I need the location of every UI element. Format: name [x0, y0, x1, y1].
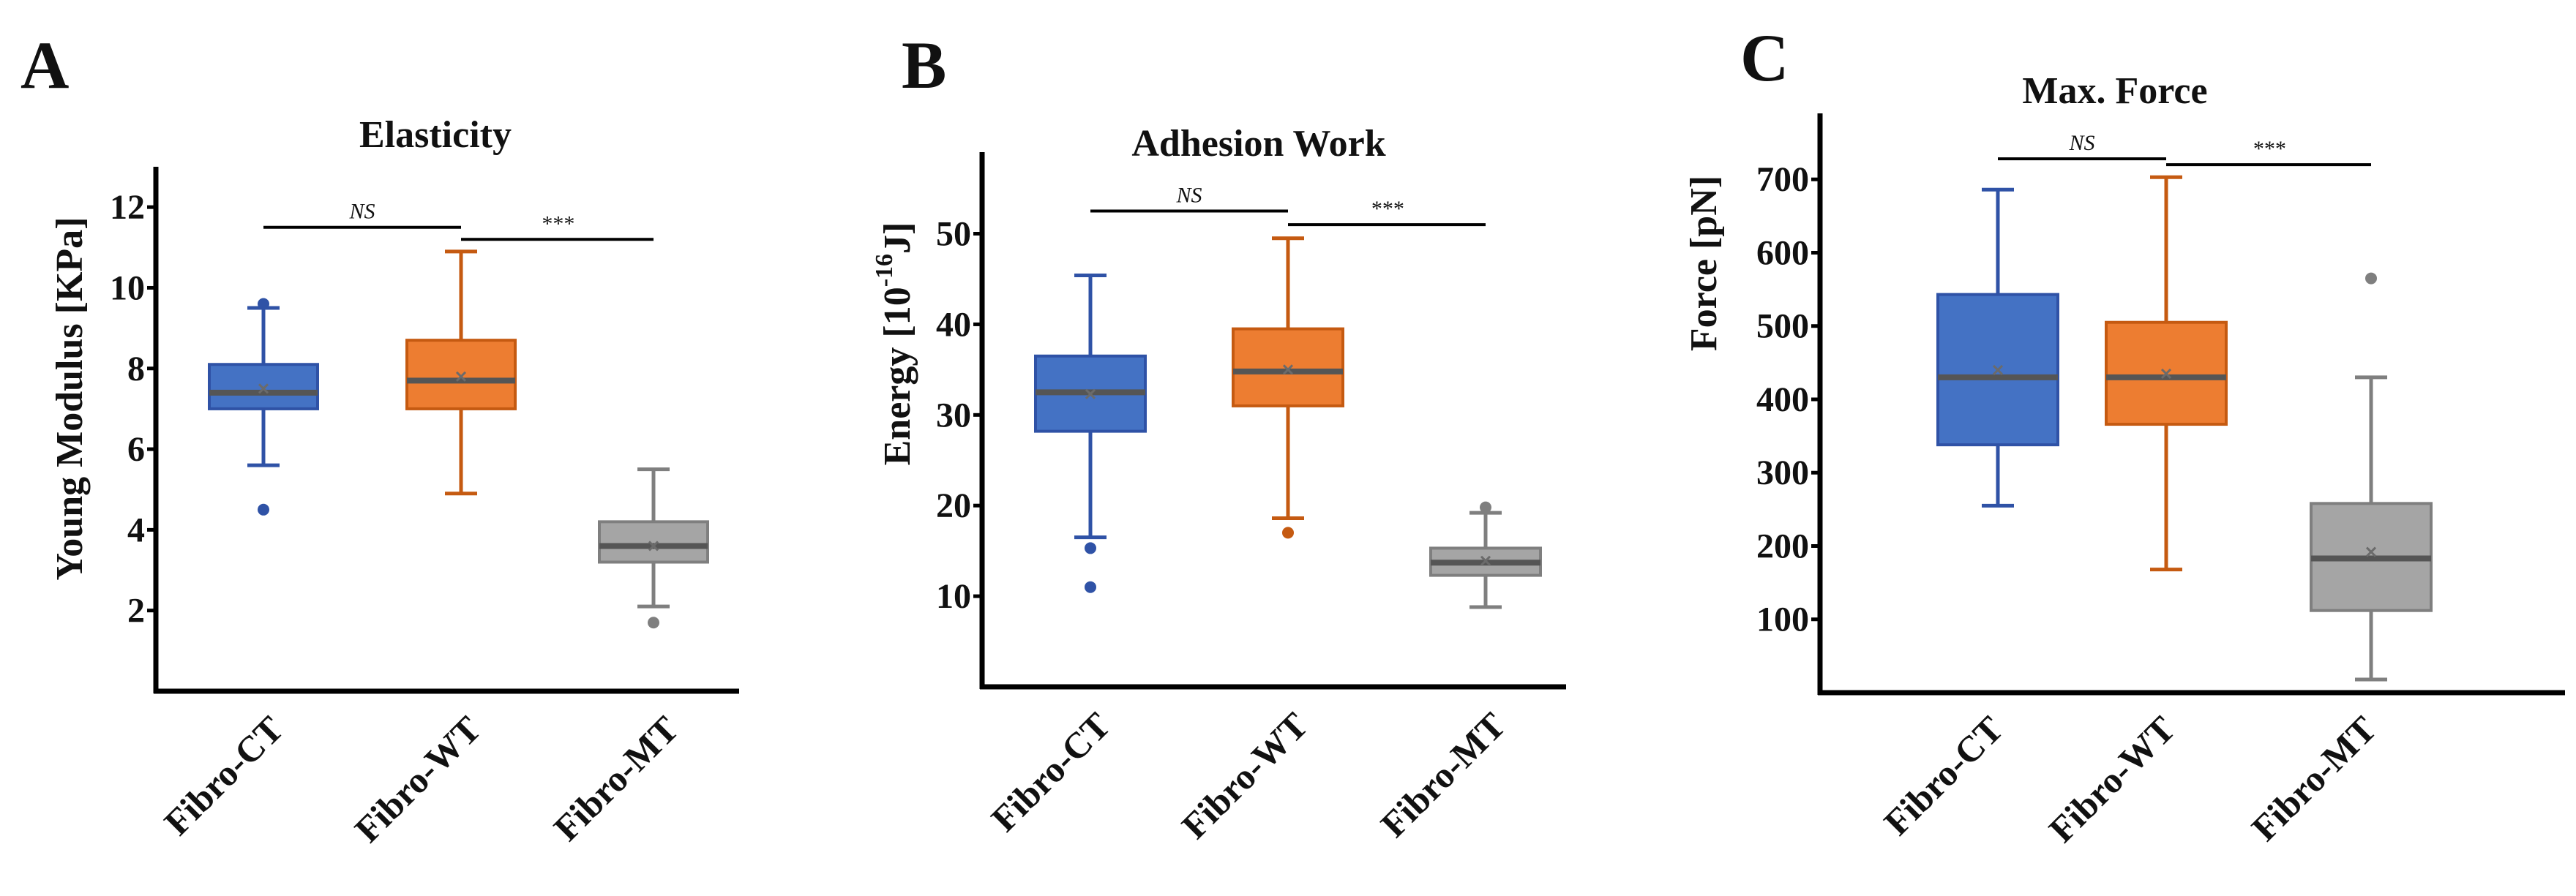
significance-label: NS: [2068, 131, 2094, 155]
mean-marker: [2365, 546, 2377, 557]
y-axis: 100 200 300 400 500 600 700: [1756, 113, 1823, 695]
outlier-point: [1282, 527, 1294, 539]
box-plot-fibro-ct: [1936, 187, 2059, 508]
box-plot-fibro-mt: [1429, 501, 1542, 609]
x-tick-label: Fibro-WT: [347, 708, 489, 850]
y-tick-label: 2: [127, 592, 145, 630]
y-axis: 10 20 30 40 50: [936, 152, 985, 689]
y-axis-label: Young Modulus [KPa]: [49, 217, 91, 581]
box-plot-fibro-mt: [598, 467, 709, 629]
significance-annotations: NS ***: [263, 200, 654, 241]
outlier-point: [2365, 272, 2377, 285]
box-plot-fibro-wt: [2105, 175, 2228, 572]
significance-label: NS: [1175, 184, 1202, 208]
panel-letter: B: [902, 28, 946, 102]
y-axis-label-unit: J]: [877, 222, 918, 254]
box: [208, 363, 319, 410]
y-ticks: 100 200 300 400 500 600 700: [1756, 160, 1820, 639]
outlier-point: [258, 298, 269, 310]
box-plot-fibro-ct: [1034, 274, 1147, 593]
y-tick-label: 50: [936, 215, 971, 254]
significance-annotations: NS ***: [1090, 184, 1486, 227]
significance-label: ***: [2253, 137, 2285, 161]
x-tick-labels: Fibro-CT Fibro-WT Fibro-MT: [156, 708, 686, 850]
mean-marker: [1992, 364, 2004, 375]
outlier-point: [1480, 501, 1491, 513]
mean-marker: [258, 383, 269, 394]
outlier-point: [258, 503, 269, 516]
y-tick-label: 20: [936, 486, 971, 525]
box-plot-fibro-ct: [208, 298, 319, 516]
outlier-point: [648, 617, 659, 629]
box-plot-fibro-wt: [405, 249, 517, 496]
chart-title: Adhesion Work: [1131, 123, 1385, 165]
mean-marker: [648, 541, 659, 551]
box-plot-fibro-wt: [1232, 236, 1344, 539]
x-tick-labels: Fibro-CT Fibro-WT Fibro-MT: [983, 704, 1513, 846]
panel-b: B Adhesion Work Energy [10-16J] 10 20 30 40…: [871, 28, 1566, 846]
y-ticks: 2 4 6 8 10 12: [110, 188, 156, 630]
box-plots: [208, 249, 709, 629]
y-tick-label: 40: [936, 305, 971, 344]
x-tick-label: Fibro-CT: [983, 704, 1117, 839]
y-axis: 2 4 6 8 10 12: [110, 167, 159, 693]
x-tick-label: Fibro-MT: [2244, 708, 2384, 848]
outlier-point: [1085, 542, 1096, 554]
mean-marker: [2160, 368, 2172, 379]
chart-title: Elasticity: [359, 114, 512, 156]
box: [598, 520, 709, 564]
x-tick-label: Fibro-CT: [156, 708, 291, 843]
significance-annotations: NS ***: [1998, 131, 2371, 167]
panel-c: C Max. Force Force [pN] 100 200 300 400 500 6…: [1683, 20, 2565, 850]
y-tick-label: 8: [127, 350, 145, 388]
y-axis-label-exponent: -16: [871, 254, 898, 287]
y-tick-label: 100: [1756, 601, 1809, 639]
y-tick-label: 600: [1756, 233, 1809, 272]
box-plot-fibro-mt: [2310, 272, 2433, 682]
x-tick-label: Fibro-MT: [1373, 704, 1513, 845]
x-tick-label: Fibro-WT: [1174, 704, 1316, 846]
significance-label: NS: [348, 200, 375, 224]
x-tick-label: Fibro-CT: [1876, 708, 2010, 843]
box-plots: [1034, 236, 1542, 609]
y-tick-label: 6: [127, 430, 145, 469]
panel-a: A Elasticity Young Modulus [KPa] 2 4 6 8 10 1…: [20, 28, 739, 850]
x-tick-label: Fibro-MT: [546, 708, 686, 848]
panel-letter: A: [20, 28, 69, 102]
box: [1232, 327, 1344, 407]
y-axis-label-text: Energy [10: [877, 287, 918, 465]
box: [405, 339, 517, 410]
y-tick-label: 4: [127, 511, 145, 549]
mean-marker: [1085, 388, 1096, 399]
outlier-point: [1085, 581, 1096, 593]
box-plots: [1936, 175, 2433, 682]
y-tick-label: 200: [1756, 527, 1809, 565]
y-ticks: 10 20 30 40 50: [936, 215, 982, 616]
y-tick-label: 700: [1756, 160, 1809, 199]
y-tick-label: 400: [1756, 380, 1809, 419]
x-tick-label: Fibro-WT: [2041, 708, 2183, 850]
y-tick-label: 12: [110, 188, 145, 227]
chart-title: Max. Force: [2022, 70, 2207, 112]
y-tick-label: 10: [936, 577, 971, 616]
y-axis-label: Force [pN]: [1683, 176, 1725, 351]
significance-label: ***: [541, 211, 574, 236]
mean-marker: [455, 371, 467, 382]
x-tick-labels: Fibro-CT Fibro-WT Fibro-MT: [1876, 708, 2384, 850]
y-tick-label: 30: [936, 396, 971, 434]
y-axis-label: Energy [10-16J]: [871, 222, 918, 466]
significance-label: ***: [1371, 197, 1404, 221]
y-tick-label: 300: [1756, 453, 1809, 492]
mean-marker: [1282, 364, 1294, 375]
panel-letter: C: [1740, 20, 1789, 95]
y-tick-label: 10: [110, 268, 145, 307]
y-tick-label: 500: [1756, 307, 1809, 346]
mean-marker: [1480, 555, 1491, 566]
